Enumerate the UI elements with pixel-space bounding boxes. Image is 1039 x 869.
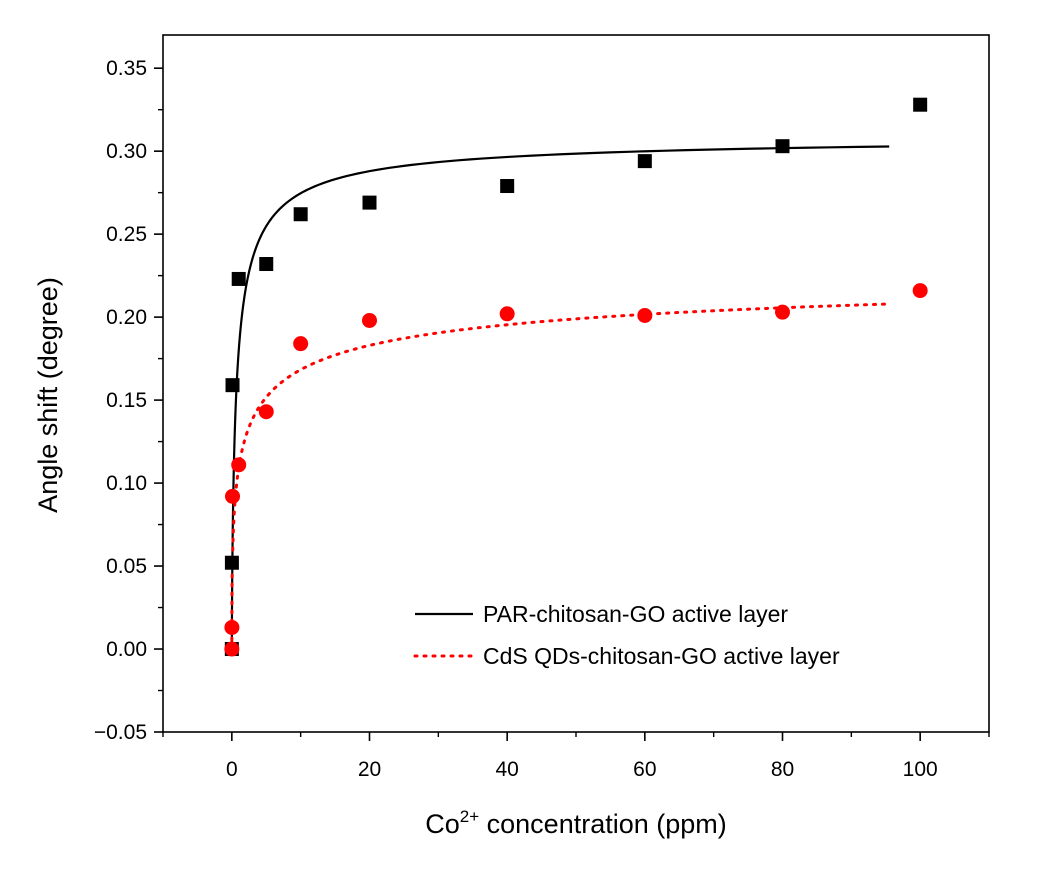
y-tick-label: 0.30 xyxy=(106,140,147,163)
y-tick-label: 0.20 xyxy=(106,306,147,329)
data-point-cds xyxy=(224,641,240,657)
data-point-cds xyxy=(224,619,240,635)
x-axis-ticks: 0 20 40 60 80 100 xyxy=(162,732,990,781)
x-tick-label: 0 xyxy=(226,758,238,781)
data-point-cds xyxy=(231,457,247,473)
data-point-par xyxy=(362,195,377,210)
data-point-cds xyxy=(637,307,653,323)
y-axis-title: Angle shift (degree) xyxy=(33,277,63,513)
legend-label-cds: CdS QDs-chitosan-GO active layer xyxy=(483,643,840,669)
fit-curve-par xyxy=(230,145,890,650)
y-tick-label: 0.00 xyxy=(106,638,147,661)
y-tick-label: −0.05 xyxy=(94,721,147,744)
fit-curve-cds xyxy=(230,302,891,651)
y-tick-label: 0.05 xyxy=(106,555,147,578)
data-point-cds xyxy=(293,336,309,352)
data-point-par xyxy=(225,378,240,393)
data-point-par xyxy=(293,207,308,222)
x-tick-label: 40 xyxy=(495,758,518,781)
data-point-cds xyxy=(499,306,515,322)
y-tick-label: 0.10 xyxy=(106,472,147,495)
x-tick-label: 60 xyxy=(633,758,656,781)
data-point-cds xyxy=(258,404,274,420)
data-point-cds xyxy=(362,312,377,328)
fit-curves xyxy=(230,145,891,651)
x-axis-title: Co2+ concentration (ppm) xyxy=(425,807,727,839)
data-point-cds xyxy=(775,304,790,320)
data-point-par xyxy=(259,257,274,272)
x-tick-label: 100 xyxy=(903,758,938,781)
data-point-cds xyxy=(912,283,928,299)
legend-label-par: PAR-chitosan-GO active layer xyxy=(483,601,788,627)
data-points xyxy=(224,97,928,657)
data-point-par xyxy=(500,179,515,194)
plot-frame xyxy=(162,34,990,733)
data-point-cds xyxy=(225,488,241,504)
data-point-par xyxy=(637,154,652,169)
y-tick-label: 0.25 xyxy=(106,223,147,246)
x-tick-label: 80 xyxy=(771,758,794,781)
x-tick-label: 20 xyxy=(358,758,381,781)
legend: PAR-chitosan-GO active layer CdS QDs-chi… xyxy=(413,601,840,669)
data-point-par xyxy=(775,139,790,154)
data-point-par xyxy=(224,555,239,570)
y-axis-ticks: −0.05 0.00 0.05 0.10 0.15 0.20 0.25 0.30 0.35 xyxy=(94,57,163,744)
y-tick-label: 0.15 xyxy=(106,389,147,412)
data-point-par xyxy=(913,97,928,112)
y-tick-label: 0.35 xyxy=(106,57,147,80)
data-point-par xyxy=(231,271,246,286)
